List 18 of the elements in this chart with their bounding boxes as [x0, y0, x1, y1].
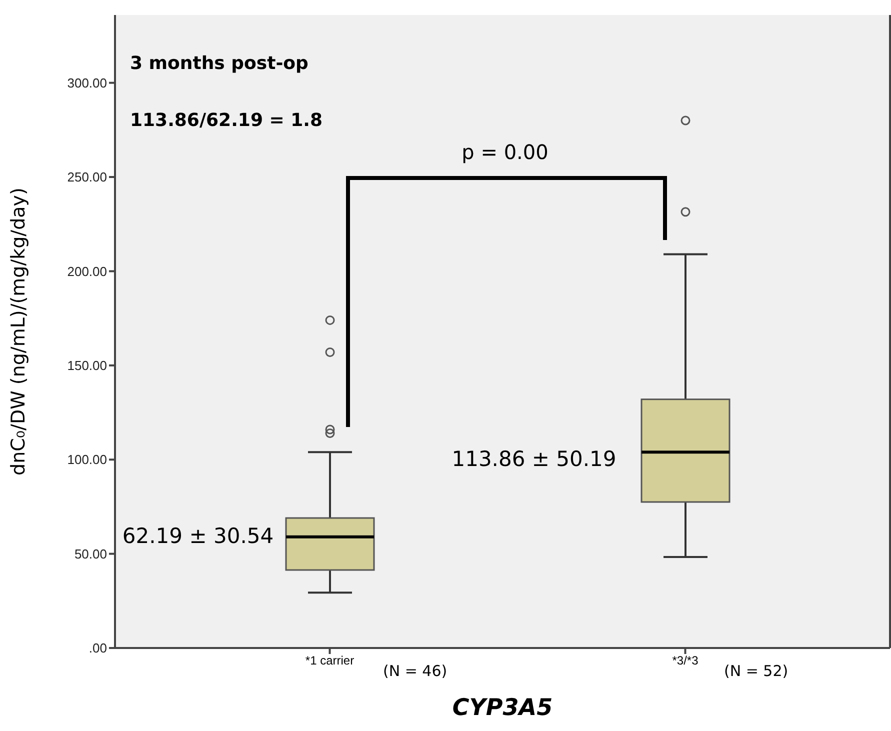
x-tick-label: *1 carrier	[305, 654, 354, 668]
y-tick-label: .00	[88, 640, 107, 656]
x-axis-title: CYP3A5	[452, 695, 553, 721]
y-tick-label: 250.00	[67, 170, 107, 185]
annotation: 113.86 ± 50.19	[452, 447, 616, 471]
annotation: 3 months post-op	[130, 53, 308, 74]
y-tick-label: 200.00	[67, 264, 107, 279]
annotation: p = 0.00	[462, 140, 548, 164]
y-tick-label: 300.00	[67, 75, 107, 90]
annotation: 62.19 ± 30.54	[122, 524, 274, 548]
y-tick-label: 50.00	[74, 546, 107, 562]
x-tick-label: *3/*3	[672, 654, 699, 668]
annotation: 113.86/62.19 = 1.8	[130, 110, 322, 131]
y-tick-label: 100.00	[67, 452, 107, 468]
y-axis-title: dnC₀/DW (ng/mL)/(mg/kg/day)	[8, 188, 30, 476]
text: (N = 46)	[383, 662, 448, 680]
text: (N = 52)	[724, 662, 788, 680]
y-tick-label: 150.00	[67, 358, 107, 374]
